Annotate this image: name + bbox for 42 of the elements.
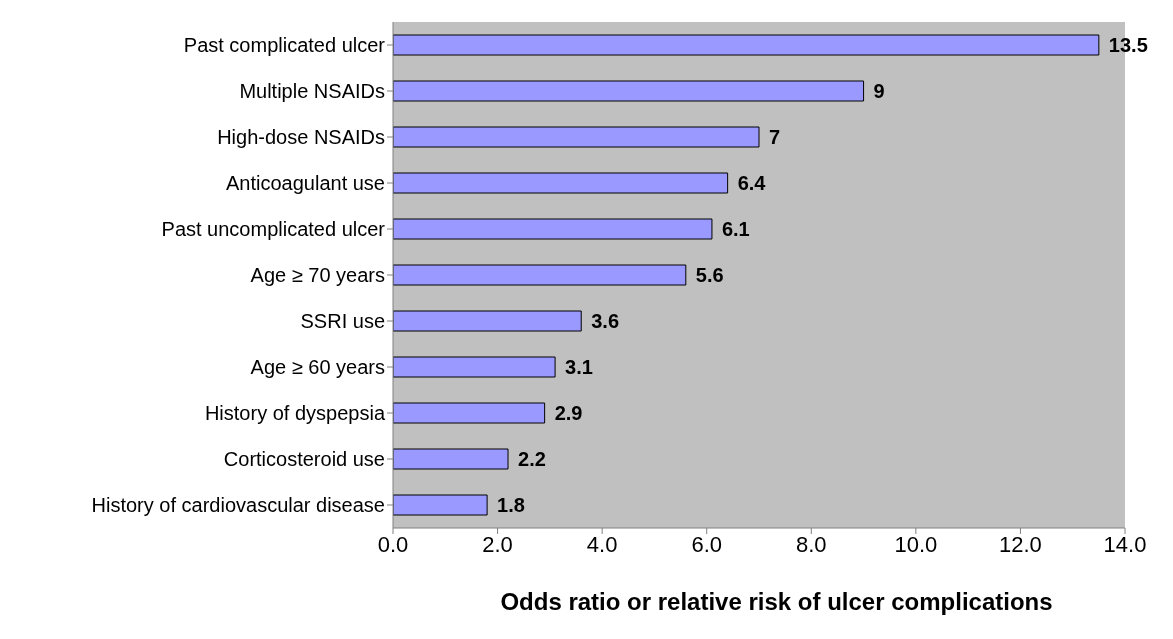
x-tick-label: 6.0 (691, 531, 723, 557)
y-tick-label: Age ≥ 60 years (250, 356, 385, 379)
data-label: 3.1 (565, 356, 593, 379)
bar (393, 310, 582, 332)
y-tick-label: Corticosteroid use (223, 448, 385, 471)
x-tick-label: 2.0 (482, 531, 513, 557)
bar (393, 264, 687, 286)
data-label: 6.4 (737, 172, 767, 195)
x-tick-label: 10.0 (894, 531, 938, 557)
bar (393, 402, 546, 424)
bar (393, 172, 729, 194)
bar (393, 126, 760, 148)
x-axis-title: Odds ratio or relative risk of ulcer complications (499, 588, 1054, 616)
bar (393, 80, 865, 102)
y-tick-label: History of dyspepsia (204, 402, 386, 425)
data-label: 6.1 (721, 218, 750, 241)
data-label: 1.8 (497, 494, 525, 517)
x-tick-label: 0.0 (377, 531, 409, 557)
y-tick-label: History of cardiovascular disease (91, 494, 385, 517)
y-tick-label: Multiple NSAIDs (239, 80, 385, 103)
y-tick-label: Past complicated ulcer (183, 34, 386, 57)
data-label: 3.6 (591, 310, 620, 333)
bar (393, 494, 488, 516)
x-tick-label: 4.0 (586, 531, 618, 557)
data-label: 5.6 (695, 264, 724, 287)
data-label: 13.5 (1108, 34, 1148, 57)
bar (393, 218, 713, 240)
y-tick-label: High-dose NSAIDs (217, 126, 385, 149)
bar (393, 34, 1100, 56)
data-label: 2.9 (554, 402, 583, 425)
y-tick-label: Anticoagulant use (225, 172, 385, 195)
x-tick-label: 12.0 (999, 531, 1042, 557)
y-tick-label: Past uncomplicated ulcer (161, 218, 386, 241)
y-tick-label: SSRI use (300, 310, 385, 333)
x-tick-label: 8.0 (795, 531, 827, 557)
data-label: 7 (769, 126, 781, 149)
bar (393, 448, 509, 470)
data-label: 2.2 (518, 448, 546, 471)
bar (393, 356, 556, 378)
y-tick-label: Age ≥ 70 years (250, 264, 385, 287)
x-tick-label: 14.0 (1103, 531, 1147, 557)
data-label: 9 (873, 80, 885, 103)
